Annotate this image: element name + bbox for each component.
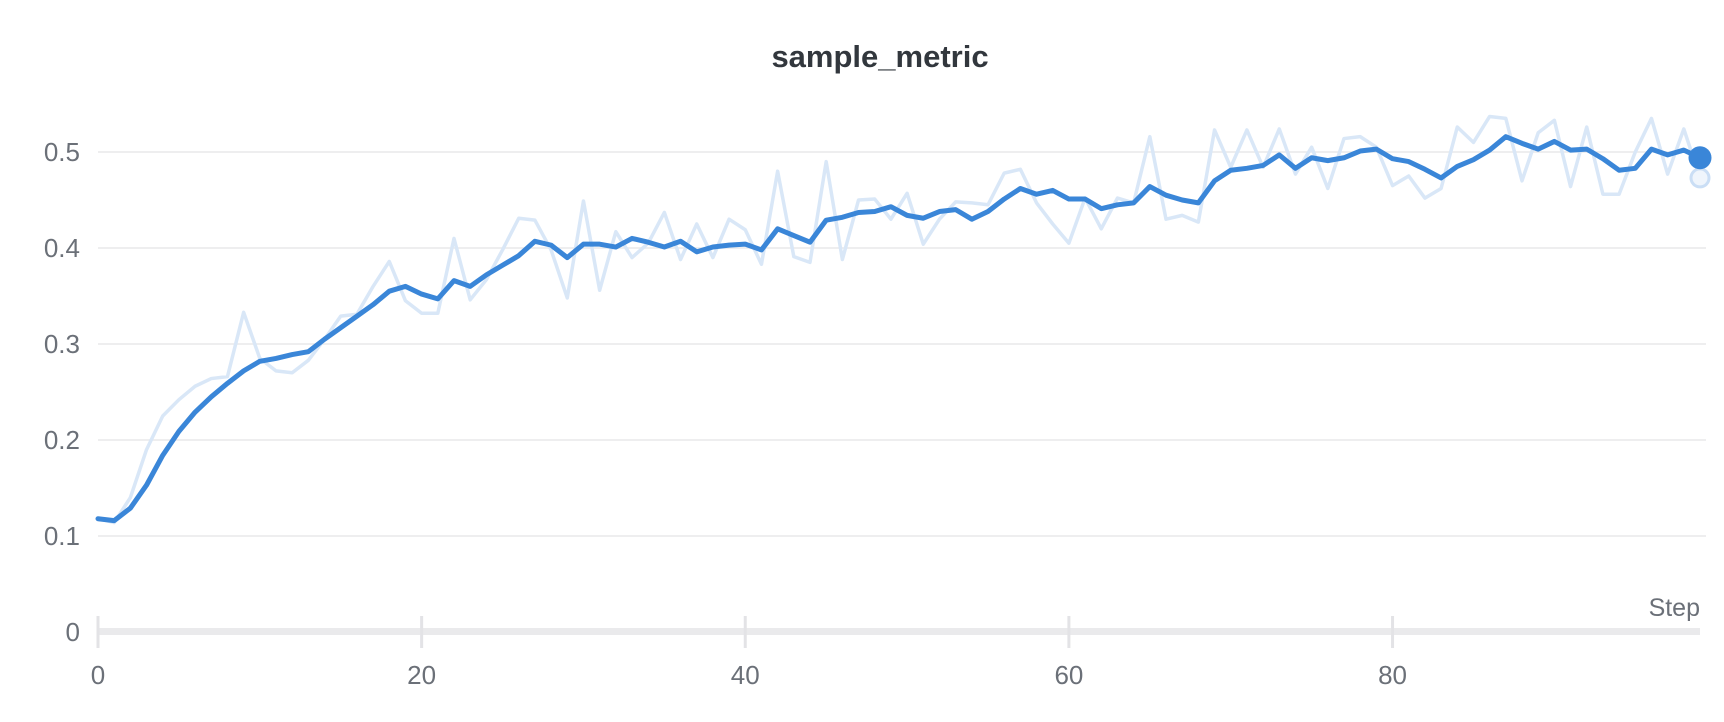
y-axis-tick-labels: 0 0.1 0.2 0.3 0.4 0.5 — [44, 137, 80, 647]
y-tick-label-0.3: 0.3 — [44, 329, 80, 359]
x-tick-mark-80 — [1391, 616, 1395, 648]
gridlines — [98, 151, 1706, 537]
smoothed-series-line — [95, 134, 1703, 524]
x-tick-label-0: 0 — [91, 660, 105, 690]
x-axis-title: Step — [1649, 594, 1700, 622]
x-tick-label-20: 20 — [407, 660, 436, 690]
chart-title: sample_metric — [771, 39, 988, 74]
smoothed-end-point-dot — [1688, 146, 1712, 170]
x-tick-label-80: 80 — [1378, 660, 1407, 690]
x-axis-bar — [97, 628, 1700, 635]
x-tick-mark-60 — [1067, 616, 1071, 648]
raw-series-line — [96, 114, 1702, 525]
x-axis-tick-marks — [96, 616, 1395, 648]
x-tick-label-40: 40 — [731, 660, 760, 690]
raw-end-point-dot — [1689, 167, 1711, 189]
x-tick-label-60: 60 — [1054, 660, 1083, 690]
x-tick-mark-20 — [420, 616, 424, 648]
y-tick-label-0.4: 0.4 — [44, 233, 80, 263]
x-tick-mark-0 — [96, 616, 100, 648]
y-tick-label-0.2: 0.2 — [44, 425, 80, 455]
y-tick-label-0.1: 0.1 — [44, 521, 80, 551]
x-axis-tick-labels: 0 20 40 60 80 — [91, 660, 1407, 690]
y-tick-label-0.5: 0.5 — [44, 137, 80, 167]
x-tick-mark-40 — [743, 616, 747, 648]
y-tick-label-0: 0 — [66, 617, 80, 647]
